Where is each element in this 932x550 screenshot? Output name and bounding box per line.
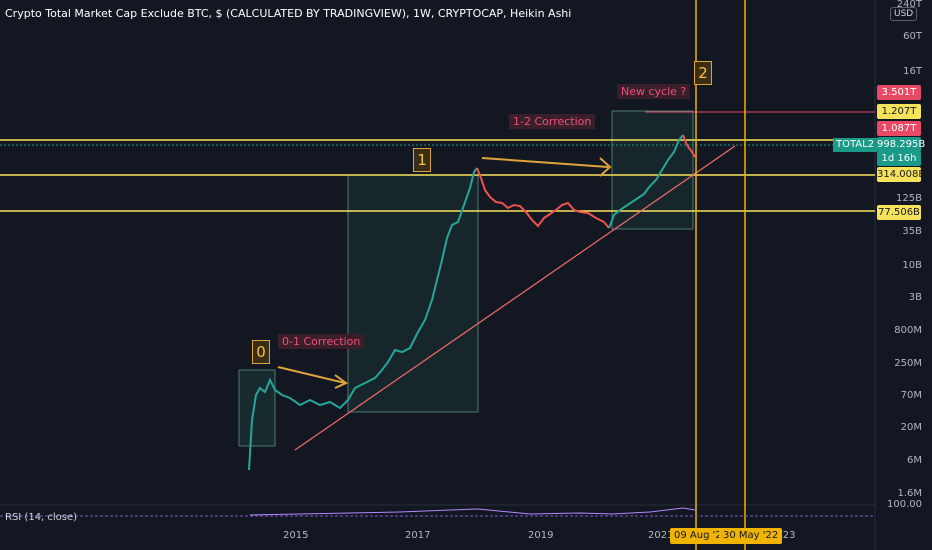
wave-1-box[interactable] (347, 174, 479, 413)
symbol-tag: TOTAL2 (833, 138, 878, 152)
date-tag-may22[interactable]: 30 May '22 (719, 528, 783, 544)
price-tag-1207T[interactable]: 1.207T (877, 104, 921, 119)
time-axis-tick: 2019 (528, 530, 554, 541)
wave-number-0[interactable]: 0 (252, 340, 270, 364)
price-axis-label: 35B (902, 226, 922, 237)
time-axis-tick: 2021 (648, 530, 674, 541)
rsi-label[interactable]: RSI (14, close) (5, 512, 78, 523)
trendline[interactable] (294, 145, 736, 451)
price-series-rally (608, 134, 684, 229)
chart-title: Crypto Total Market Cap Exclude BTC, $ (… (5, 7, 572, 20)
price-axis-label: 60T (903, 31, 922, 42)
arrow-1-2[interactable] (481, 157, 612, 177)
price-axis-label: 1.6M (897, 488, 922, 499)
time-axis-tick: 2023 (770, 530, 796, 541)
date-tag-aug21[interactable]: 09 Aug '21 (670, 528, 733, 544)
note-1-2-correction[interactable]: 1-2 Correction (509, 114, 596, 129)
wave-number-1[interactable]: 1 (413, 148, 431, 172)
wave-number-2[interactable]: 2 (694, 61, 712, 85)
price-series-decline (476, 167, 610, 229)
price-axis-label: 20M (900, 422, 922, 433)
time-axis-tick: 2015 (283, 530, 309, 541)
price-axis-label: 70M (900, 390, 922, 401)
price-series (248, 167, 478, 471)
price-tag-3501T[interactable]: 3.501T (877, 85, 921, 100)
countdown-tag: 1d 16h (877, 151, 921, 166)
currency-selector[interactable]: USD (890, 7, 918, 21)
price-axis-label: 10B (902, 260, 922, 271)
rsi-series (249, 507, 696, 516)
price-axis-label: 125B (896, 193, 922, 204)
price-axis-label: 240T (896, 0, 922, 10)
price-tag-77B[interactable]: 77.506B (877, 205, 921, 220)
time-axis-tick: 2017 (405, 530, 431, 541)
price-axis-label: 250M (894, 358, 922, 369)
note-new-cycle[interactable]: New cycle ? (617, 84, 691, 99)
price-axis-label: 16T (903, 66, 922, 77)
arrow-0-1[interactable] (277, 366, 348, 389)
note-0-1-correction[interactable]: 0-1 Correction (278, 334, 365, 349)
current-price-tag[interactable]: 998.295B (877, 137, 926, 152)
price-axis-label: 800M (894, 325, 922, 336)
price-axis-label: 3B (908, 292, 922, 303)
rsi-axis-label: 100.00 (887, 499, 922, 510)
price-tag-1087T[interactable]: 1.087T (877, 121, 921, 136)
wave-2-box[interactable] (611, 110, 694, 230)
price-axis-label: 6M (907, 455, 922, 466)
price-series-latest (682, 134, 696, 158)
price-tag-314B[interactable]: 314.008B (877, 167, 926, 182)
